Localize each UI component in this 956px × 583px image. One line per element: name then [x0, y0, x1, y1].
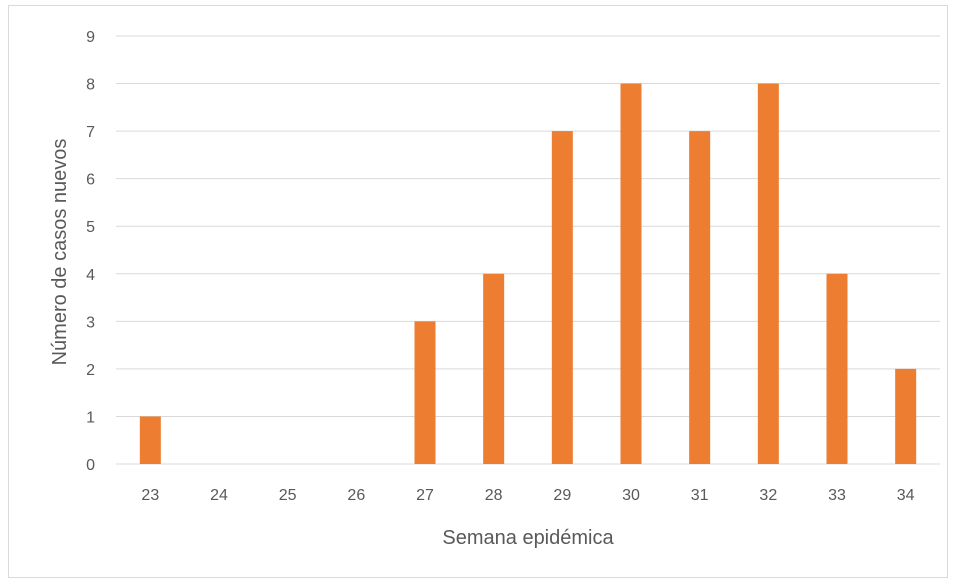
x-tick-label: 32 [759, 487, 777, 504]
y-axis-title: Número de casos nuevos [49, 139, 71, 366]
bar-30 [620, 83, 642, 465]
x-tick-label: 31 [691, 487, 709, 504]
y-tick-label: 4 [86, 267, 95, 284]
y-tick-label: 6 [86, 172, 95, 189]
bar-31 [689, 131, 711, 464]
x-tick-label: 33 [828, 487, 846, 504]
bar-33 [826, 273, 848, 464]
bar-27 [414, 321, 436, 464]
bar-32 [757, 83, 779, 465]
y-tick-label: 7 [86, 124, 95, 141]
x-axis-title: Semana epidémica [442, 527, 614, 549]
x-tick-label: 27 [416, 487, 434, 504]
bar-28 [483, 273, 505, 464]
x-tick-label: 24 [210, 487, 228, 504]
x-tick-label: 30 [622, 487, 640, 504]
x-tick-label: 28 [485, 487, 503, 504]
bar-29 [551, 131, 573, 464]
x-tick-label: 23 [141, 487, 159, 504]
x-tick-label: 34 [897, 487, 915, 504]
y-tick-label: 1 [86, 409, 95, 426]
x-tick-label: 29 [553, 487, 571, 504]
y-tick-label: 8 [86, 77, 95, 94]
y-tick-label: 3 [86, 314, 95, 331]
y-tick-label: 2 [86, 362, 95, 379]
y-tick-label: 5 [86, 219, 95, 236]
x-tick-label: 25 [279, 487, 297, 504]
x-tick-labels: 23 24 25 26 27 28 29 30 31 32 33 34 [141, 487, 914, 504]
bars [139, 83, 917, 465]
gridlines [116, 35, 940, 465]
y-tick-label: 0 [86, 457, 95, 474]
x-tick-label: 26 [347, 487, 365, 504]
bar-23 [139, 416, 161, 464]
bar-34 [895, 368, 917, 464]
chart-frame [8, 5, 948, 578]
y-tick-label: 9 [86, 29, 95, 46]
y-tick-labels: 0 1 2 3 4 5 6 7 8 9 [86, 29, 95, 474]
